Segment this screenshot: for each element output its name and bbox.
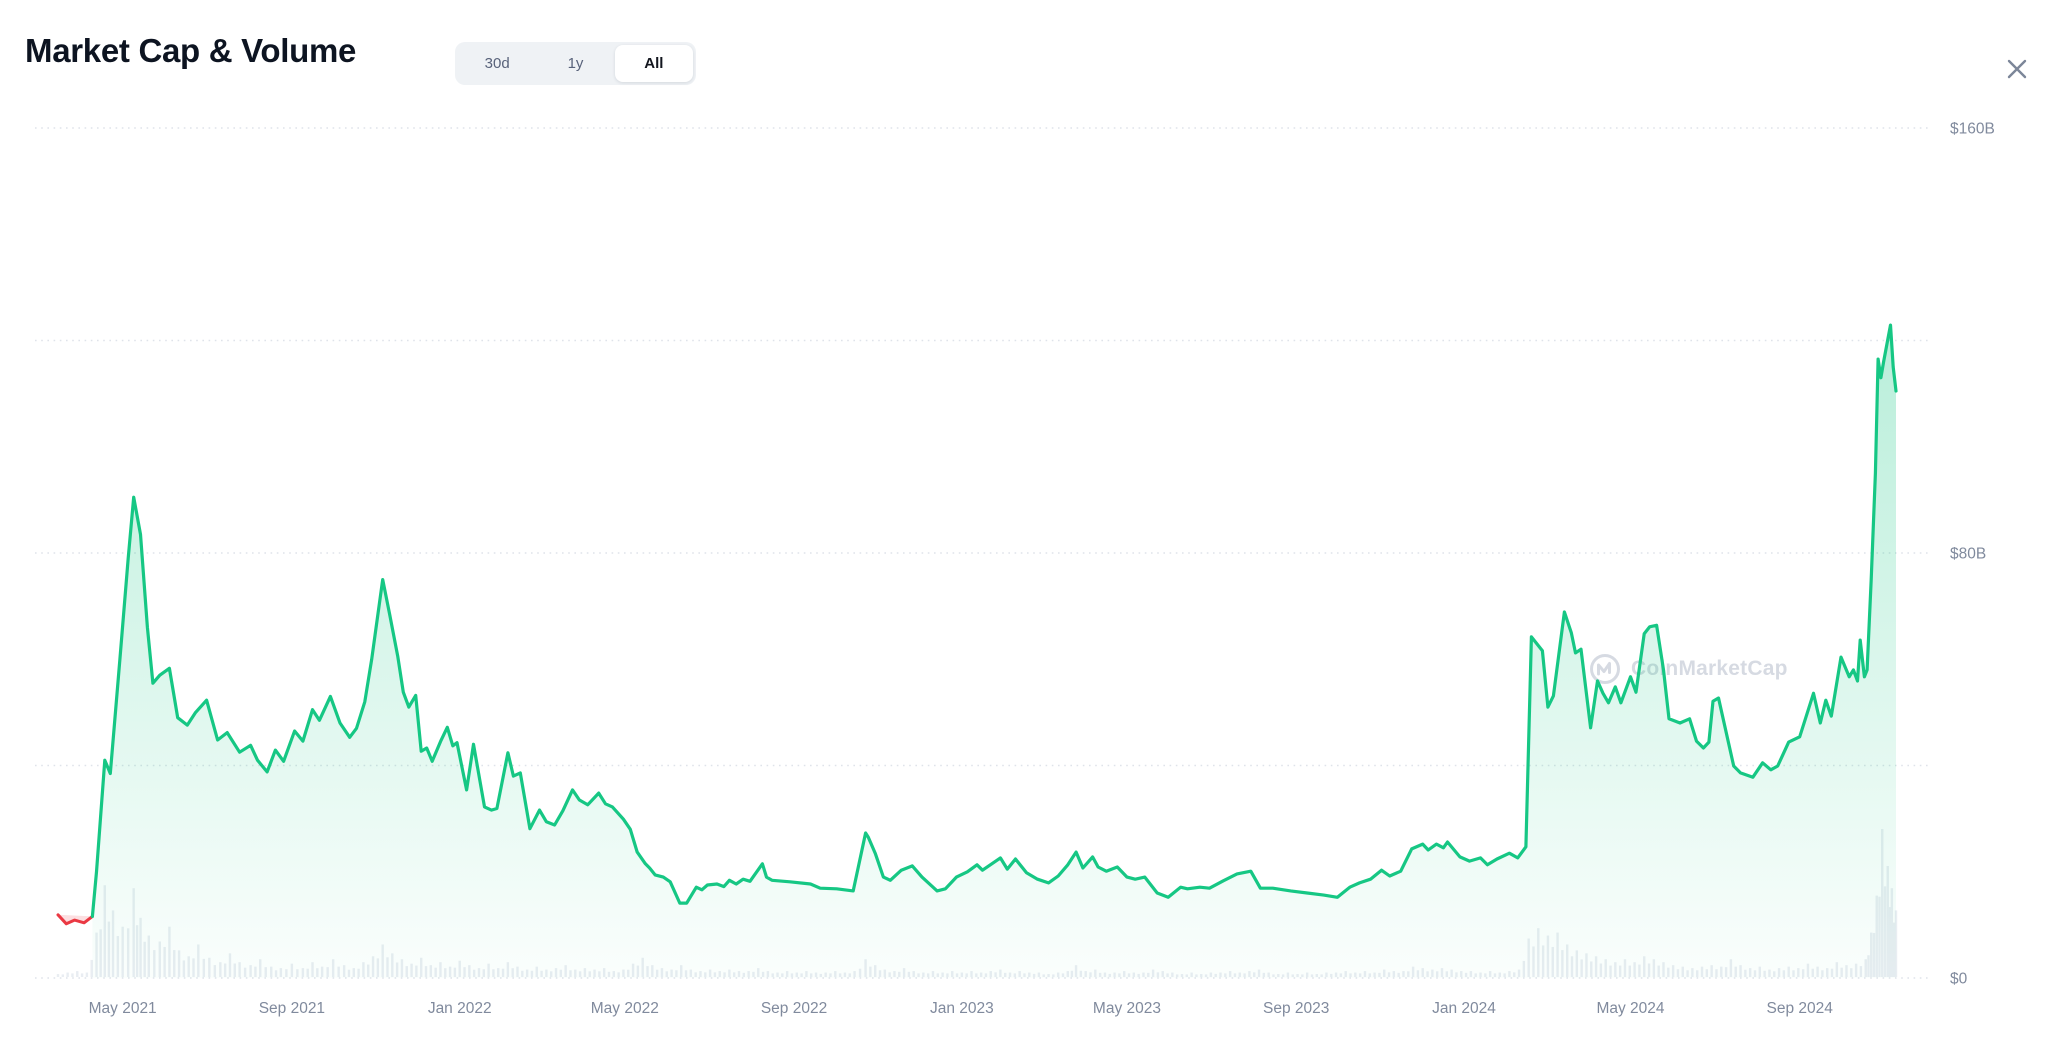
range-button-30d[interactable]: 30d (458, 45, 536, 82)
x-tick-label: Sep 2022 (761, 1000, 827, 1017)
x-tick-label: Sep 2023 (1263, 1000, 1329, 1017)
x-tick-label: May 2023 (1093, 1000, 1161, 1017)
volume-bar (76, 971, 79, 977)
coinmarketcap-logo-icon (1590, 654, 1620, 684)
x-tick-label: Sep 2021 (259, 1000, 325, 1017)
volume-bar (56, 974, 60, 977)
market-cap-line (90, 323, 1898, 918)
volume-bar (90, 959, 93, 977)
y-axis-label: $80B (1950, 546, 1986, 563)
range-button-all[interactable]: All (614, 45, 693, 82)
range-button-1y[interactable]: 1y (536, 45, 614, 82)
page-title: Market Cap & Volume (25, 32, 357, 69)
volume-bar (66, 972, 69, 977)
x-tick-label: Sep 2024 (1767, 1000, 1834, 1017)
volume-bar (85, 972, 89, 977)
volume-bar (71, 973, 74, 977)
x-tick-label: Jan 2023 (930, 1000, 994, 1017)
x-tick-label: Jan 2022 (428, 1000, 492, 1017)
market-cap-area (92, 325, 1896, 979)
x-tick-label: Jan 2024 (1432, 1000, 1496, 1017)
x-tick-label: May 2022 (591, 1000, 659, 1017)
volume-bar (61, 974, 65, 977)
volume-bar (80, 973, 84, 977)
y-axis-label: $0 (1950, 971, 1968, 988)
watermark: CoinMarketCap (1588, 652, 1788, 686)
watermark-text: CoinMarketCap (1631, 657, 1788, 680)
x-tick-label: May 2021 (89, 1000, 157, 1017)
market-cap-line-red (56, 913, 94, 926)
close-icon (2007, 59, 2027, 79)
close-button[interactable] (2000, 52, 2034, 86)
y-axis-label: $160B (1950, 121, 1995, 138)
chart-header: Market Cap & Volume 30d 1y All (0, 0, 2048, 100)
x-tick-label: May 2024 (1596, 1000, 1664, 1017)
range-switcher: 30d 1y All (455, 42, 696, 85)
